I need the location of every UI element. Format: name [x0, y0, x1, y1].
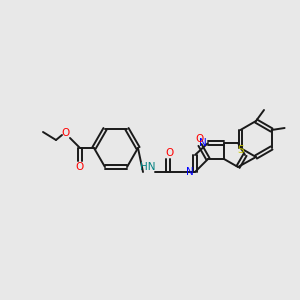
Text: N: N	[199, 138, 207, 148]
Text: O: O	[61, 128, 69, 138]
Text: O: O	[195, 134, 203, 144]
Text: S: S	[238, 145, 244, 155]
Text: N: N	[186, 167, 194, 177]
Text: O: O	[165, 148, 173, 158]
Text: HN: HN	[140, 162, 156, 172]
Text: O: O	[76, 162, 84, 172]
